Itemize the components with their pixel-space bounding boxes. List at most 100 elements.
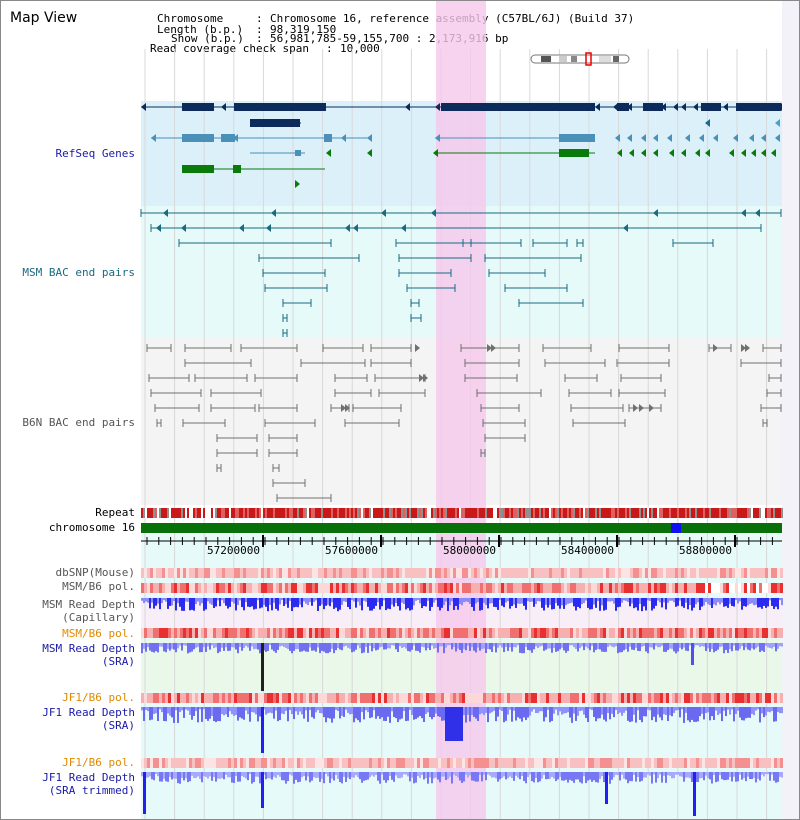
- repeat-block: [379, 508, 381, 518]
- repeat-block: [591, 508, 593, 518]
- heat-cell: [441, 568, 444, 578]
- track-label-msm-b6-pol-1[interactable]: MSM/B6 pol.: [62, 580, 135, 593]
- repeat-block: [701, 508, 703, 518]
- heat-cell: [507, 758, 510, 768]
- depth-bar: [621, 707, 623, 716]
- depth-bar: [281, 643, 283, 646]
- track-label-jf1-depth-trimmed-1[interactable]: JF1 Read Depth: [42, 771, 135, 784]
- track-label-msm-bac[interactable]: MSM BAC end pairs: [22, 266, 135, 279]
- depth-bar: [743, 643, 745, 651]
- heat-cell: [597, 628, 600, 638]
- heat-cell: [696, 568, 699, 578]
- track-label-msm-depth-capillary-1[interactable]: MSM Read Depth: [42, 598, 135, 611]
- b6n-bac-arrow: [639, 404, 644, 412]
- heat-cell: [702, 568, 705, 578]
- heat-cell: [405, 568, 408, 578]
- depth-bar: [429, 643, 431, 650]
- depth-bar: [327, 707, 329, 718]
- depth-bar: [277, 772, 279, 776]
- heat-cell: [201, 583, 204, 593]
- heat-cell: [165, 568, 168, 578]
- depth-bar: [397, 598, 399, 607]
- refseq-genes-track[interactable]: [141, 103, 782, 188]
- heat-cell: [630, 758, 633, 768]
- depth-bar: [443, 643, 445, 654]
- heat-cell: [237, 628, 240, 638]
- depth-bar: [409, 643, 411, 652]
- heat-cell: [492, 583, 495, 593]
- heat-cell: [372, 628, 375, 638]
- heat-cell: [381, 628, 384, 638]
- depth-bar: [765, 643, 767, 646]
- track-label-jf1-b6-pol-2[interactable]: JF1/B6 pol.: [62, 756, 135, 769]
- depth-bar: [289, 643, 291, 651]
- track-label-dbsnp[interactable]: dbSNP(Mouse): [55, 566, 135, 579]
- heat-cell: [579, 758, 582, 768]
- heat-cell: [294, 583, 297, 593]
- heat-cell: [402, 628, 405, 638]
- heat-cell: [435, 758, 438, 768]
- heat-cell: [411, 758, 414, 768]
- depth-bar: [425, 598, 427, 607]
- heat-cell: [255, 758, 258, 768]
- repeat-block: [365, 508, 367, 518]
- track-label-refseq-genes[interactable]: RefSeq Genes: [55, 147, 135, 160]
- repeat-block: [269, 508, 271, 518]
- b6n-bac-arrow: [745, 344, 750, 352]
- gene-exon: [559, 134, 595, 142]
- depth-bar: [465, 707, 467, 723]
- heat-cell: [513, 568, 516, 578]
- depth-bar: [203, 772, 205, 777]
- depth-bar: [541, 772, 543, 779]
- heat-cell: [396, 583, 399, 593]
- depth-bar: [231, 643, 233, 648]
- depth-bar: [531, 598, 533, 602]
- heat-cell: [600, 628, 603, 638]
- repeat-track[interactable]: [141, 508, 783, 518]
- depth-bar: [453, 643, 455, 647]
- depth-bar: [617, 707, 619, 714]
- b6n-bac-pairs-track[interactable]: [146, 344, 782, 502]
- depth-bar: [595, 643, 597, 650]
- heat-cell: [285, 568, 288, 578]
- heat-cell: [240, 628, 243, 638]
- depth-bar: [729, 772, 731, 777]
- repeat-block: [699, 508, 701, 518]
- heat-cell: [513, 583, 516, 593]
- heat-cell: [501, 758, 504, 768]
- chromosome-bar[interactable]: [141, 523, 782, 533]
- depth-bar: [677, 707, 679, 711]
- heat-cell: [186, 758, 189, 768]
- heat-cell: [234, 568, 237, 578]
- heat-cell: [495, 693, 498, 703]
- depth-bar: [279, 772, 281, 777]
- heat-cell: [276, 628, 279, 638]
- heat-cell: [345, 693, 348, 703]
- track-label-jf1-depth-sra-1[interactable]: JF1 Read Depth: [42, 706, 135, 719]
- depth-bar: [451, 643, 453, 650]
- depth-bar: [181, 772, 183, 778]
- repeat-block: [329, 508, 331, 518]
- depth-bar: [493, 643, 495, 647]
- heat-cell: [309, 693, 312, 703]
- depth-bar: [599, 772, 601, 779]
- heat-cell: [567, 628, 570, 638]
- repeat-block: [199, 508, 201, 518]
- repeat-block: [663, 508, 665, 518]
- depth-bar: [141, 598, 143, 601]
- track-label-jf1-b6-pol-1[interactable]: JF1/B6 pol.: [62, 691, 135, 704]
- heat-cell: [243, 758, 246, 768]
- b6n-bac-arrow: [633, 404, 638, 412]
- polymorphism-heat-tracks[interactable]: [141, 568, 783, 768]
- heat-cell: [597, 583, 600, 593]
- heat-cell: [483, 583, 486, 593]
- msm-bac-pairs-track[interactable]: [140, 209, 782, 337]
- track-label-b6n-bac[interactable]: B6N BAC end pairs: [22, 416, 135, 429]
- chromosome-ideogram[interactable]: [530, 52, 630, 66]
- read-depth-tracks[interactable]: [141, 598, 783, 816]
- track-label-msm-b6-pol-2[interactable]: MSM/B6 pol.: [62, 627, 135, 640]
- heat-cell: [222, 568, 225, 578]
- heat-cell: [699, 583, 702, 593]
- track-label-msm-depth-sra-1[interactable]: MSM Read Depth: [42, 642, 135, 655]
